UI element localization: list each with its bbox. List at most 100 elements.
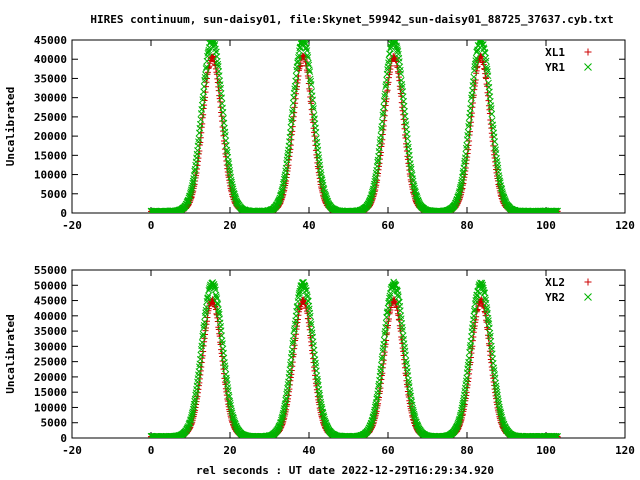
x-tick-label: 0 (148, 219, 155, 232)
data-point (283, 390, 290, 398)
data-point (202, 71, 209, 79)
data-point (287, 129, 294, 136)
x-tick-label: 100 (536, 219, 556, 232)
data-point (198, 101, 206, 109)
data-point (223, 374, 230, 382)
y-tick-label: 55000 (34, 264, 67, 277)
data-point (199, 330, 207, 338)
data-point (227, 405, 235, 412)
panel-bottom: Uncalibrated 0 5000 10000 15000 20000 25000 30… (4, 264, 635, 457)
data-point (190, 403, 198, 411)
data-point (455, 417, 463, 424)
data-point (377, 132, 385, 139)
data-point (554, 432, 562, 438)
x-tick-label: 20 (223, 219, 236, 232)
data-point (200, 324, 207, 332)
data-point (290, 327, 298, 334)
y-tick-label: 0 (60, 432, 67, 445)
x-tick-label: 40 (302, 444, 315, 457)
x-tick-label: 20 (223, 444, 236, 457)
data-point (201, 318, 208, 326)
data-point (394, 48, 402, 55)
data-point (217, 84, 225, 92)
data-point (406, 387, 414, 395)
data-point (385, 56, 393, 64)
data-point (393, 42, 400, 50)
data-point (319, 409, 327, 417)
data-point (496, 408, 504, 415)
data-point (185, 194, 193, 202)
series-yr2 (147, 278, 562, 438)
legend-label-yr1: YR1 (545, 61, 565, 74)
data-point (191, 167, 198, 175)
data-point (393, 44, 401, 51)
data-point (411, 414, 419, 421)
data-point (400, 102, 408, 110)
data-point (290, 332, 298, 340)
data-point (372, 401, 380, 409)
data-point (197, 351, 205, 359)
data-point (186, 190, 194, 197)
data-point (487, 102, 495, 110)
y-tick-label: 10000 (34, 401, 67, 414)
data-point (367, 421, 374, 429)
data-point (277, 191, 285, 199)
data-point (318, 175, 325, 182)
data-point (294, 59, 301, 67)
x-tick-label: 80 (460, 444, 473, 457)
data-point (305, 59, 312, 67)
x-tick-label: -20 (62, 444, 82, 457)
data-point (462, 150, 470, 158)
data-point (278, 186, 286, 193)
data-point (412, 188, 419, 196)
data-point (458, 406, 465, 414)
data-point (319, 179, 326, 186)
data-point (279, 411, 287, 419)
data-point (187, 414, 195, 421)
y-tick-label: 35000 (34, 72, 67, 85)
data-point (315, 389, 323, 397)
series-points-top (147, 40, 562, 213)
data-point (384, 66, 391, 73)
data-point (189, 177, 197, 185)
data-point (187, 186, 195, 194)
data-point (307, 321, 315, 328)
data-point (411, 412, 418, 420)
data-point (306, 68, 314, 75)
data-point (187, 416, 195, 423)
data-point (218, 94, 225, 102)
data-point (402, 351, 409, 359)
data-point (459, 400, 467, 407)
data-point (466, 344, 474, 351)
data-point (379, 108, 387, 116)
data-point (391, 40, 399, 44)
data-point (381, 90, 389, 98)
data-point (408, 170, 416, 177)
data-point (379, 111, 387, 119)
data-point (205, 46, 213, 54)
data-point (491, 143, 499, 151)
y-tick-label: 50000 (34, 279, 67, 292)
y-tick-label: 40000 (34, 310, 67, 323)
data-point (469, 100, 476, 107)
data-point (378, 355, 386, 363)
y-tick-label: 15000 (34, 149, 67, 162)
y-tick-label: 30000 (34, 340, 67, 353)
legend-marker-xl1 (584, 48, 592, 56)
data-point (383, 76, 390, 84)
data-point (288, 115, 296, 123)
data-point (292, 72, 300, 80)
data-point (314, 375, 321, 383)
data-point (373, 395, 380, 403)
data-point (296, 289, 303, 297)
data-point (554, 207, 562, 213)
data-point (304, 53, 312, 61)
series-points-bottom (147, 278, 562, 438)
data-point (288, 346, 296, 354)
data-point (409, 406, 417, 414)
data-point (228, 407, 235, 415)
data-point (378, 353, 386, 361)
x-tick-label: 120 (615, 219, 635, 232)
legend-label-xl1: XL1 (545, 46, 565, 59)
data-point (486, 324, 493, 332)
